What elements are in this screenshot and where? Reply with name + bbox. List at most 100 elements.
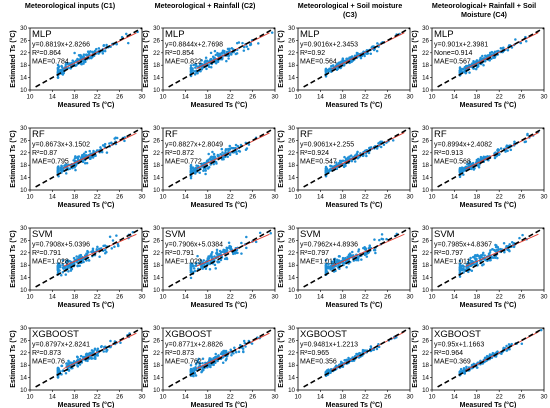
model-name-label: MLP (32, 29, 52, 40)
data-point (64, 372, 68, 375)
data-point (219, 250, 223, 254)
data-point (75, 260, 79, 264)
y-tick-label: 26 (153, 137, 160, 144)
data-point (61, 259, 65, 262)
data-point (81, 355, 85, 359)
data-point (242, 45, 246, 49)
data-point (227, 241, 231, 244)
data-point (462, 265, 466, 268)
data-point (227, 246, 231, 249)
data-point (60, 64, 63, 68)
data-point (203, 161, 206, 165)
scatter-panel-13: 10 14 18 22 26 30 10 14 18 22 26 30 Measured Ts (°C)… (9, 325, 146, 408)
x-tick-label: 10 (429, 94, 436, 101)
data-point (189, 163, 193, 167)
data-point (368, 244, 372, 247)
data-point (360, 258, 363, 261)
x-tick-label: 22 (94, 194, 101, 201)
data-point (468, 164, 471, 167)
data-point (458, 269, 462, 273)
y-tick-label: 22 (20, 50, 27, 57)
r-squared-label: R²=0.873 (32, 350, 61, 357)
data-point (460, 268, 464, 272)
one-to-one-line (168, 127, 276, 188)
r-squared-label: R²=0.854 (165, 50, 194, 57)
data-point (324, 169, 328, 173)
data-point (207, 165, 211, 169)
x-tick-label: 18 (204, 94, 211, 101)
data-point (214, 352, 217, 356)
x-tick-label: 22 (362, 394, 369, 401)
data-point (474, 60, 478, 64)
y-tick-label: 10 (153, 87, 160, 94)
x-tick-label: 14 (182, 294, 189, 301)
data-point (513, 140, 516, 143)
data-point (197, 357, 201, 361)
x-tick-label: 10 (27, 194, 34, 201)
y-tick-label: 22 (153, 50, 160, 57)
data-point (200, 265, 203, 268)
data-point (211, 55, 215, 58)
data-point (189, 176, 193, 180)
data-point (214, 267, 217, 270)
data-point (189, 364, 193, 367)
data-point (499, 147, 503, 150)
data-point (244, 345, 247, 348)
x-tick-label: 30 (541, 394, 548, 401)
data-point (365, 52, 369, 55)
data-point (370, 46, 373, 49)
x-tick-label: 30 (139, 194, 146, 201)
regression-equation-label: y=0.7908x+5.0396 (32, 242, 90, 249)
data-point (483, 356, 487, 359)
model-name-label: XGBOOST (434, 329, 481, 340)
data-point (82, 260, 85, 264)
data-point (99, 146, 102, 149)
data-point (189, 263, 193, 267)
data-point (363, 253, 367, 257)
data-point (73, 166, 76, 169)
data-point (344, 256, 347, 260)
data-point (354, 258, 358, 262)
data-point (246, 47, 250, 51)
y-tick-label: 18 (288, 162, 295, 169)
data-point (189, 69, 193, 73)
data-point (380, 233, 384, 236)
model-name-label: MLP (300, 29, 320, 40)
data-point (324, 266, 328, 269)
y-tick-label: 10 (422, 287, 429, 294)
x-tick-label: 14 (182, 394, 189, 401)
y-tick-label: 14 (153, 75, 160, 82)
y-tick-label: 18 (153, 162, 160, 169)
data-point (189, 271, 193, 274)
data-point (194, 374, 198, 377)
x-tick-label: 26 (116, 94, 123, 101)
data-point (344, 359, 347, 362)
data-point (59, 167, 62, 170)
data-point (222, 248, 225, 252)
column-title-c2: Meteorological + Rainfall (C2) (154, 1, 256, 10)
data-point (58, 264, 62, 268)
x-tick-label: 26 (518, 194, 525, 201)
data-point (234, 143, 238, 147)
data-point (131, 231, 135, 234)
y-tick-label: 26 (288, 137, 295, 144)
x-tick-label: 10 (295, 294, 302, 301)
data-point (270, 31, 274, 34)
data-point (61, 369, 64, 373)
regression-equation-label: y=0.9481x+1.2213 (300, 342, 358, 349)
data-point (74, 168, 77, 172)
y-axis-label: Estimated Ts (°C) (411, 330, 419, 388)
data-point (325, 270, 329, 273)
data-point (85, 252, 89, 255)
mae-label: MAE=1.011 (300, 259, 336, 266)
data-point (367, 151, 371, 155)
data-point (125, 32, 128, 36)
data-point (200, 68, 204, 71)
data-point (379, 145, 383, 149)
y-tick-label: 26 (288, 337, 295, 344)
data-point (104, 248, 107, 252)
data-point (473, 255, 476, 258)
plot-frame (29, 327, 143, 391)
plot-frame (297, 127, 411, 191)
plot-frame (162, 227, 276, 291)
